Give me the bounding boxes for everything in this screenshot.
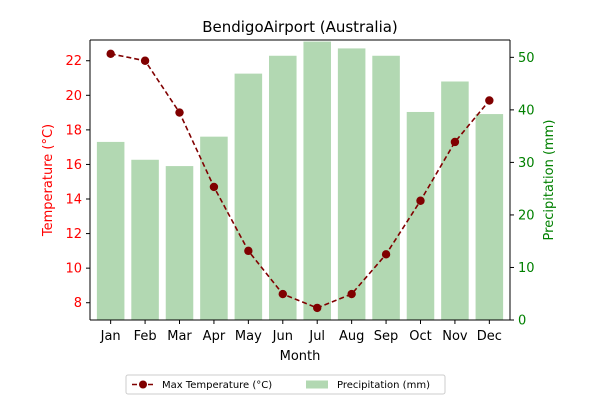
x-tick-label: Jun bbox=[272, 329, 293, 344]
chart-title: BendigoAirport (Australia) bbox=[202, 18, 398, 36]
x-tick-label: Jul bbox=[308, 329, 325, 344]
x-tick-label: Oct bbox=[409, 329, 431, 344]
precipitation-bar bbox=[303, 41, 331, 320]
temperature-point bbox=[485, 96, 494, 105]
x-tick-label: May bbox=[235, 329, 262, 344]
precipitation-bar bbox=[165, 166, 194, 320]
y-left-tick-label: 18 bbox=[65, 123, 82, 138]
y-right-tick-label: 30 bbox=[518, 156, 535, 171]
temperature-point bbox=[140, 56, 150, 65]
y-left-axis-label: Temperature (°C) bbox=[41, 124, 56, 237]
x-tick-label: Sep bbox=[374, 329, 399, 344]
y-left-tick-label: 16 bbox=[65, 158, 82, 173]
precipitation-bar bbox=[96, 141, 125, 320]
y-left-tick-label: 8 bbox=[74, 296, 82, 311]
x-tick-label: Dec bbox=[477, 329, 502, 344]
y-right-axis-label: Precipitation (mm) bbox=[542, 120, 557, 241]
temperature-line bbox=[110, 53, 490, 309]
precipitation-bar bbox=[406, 111, 435, 320]
legend-box bbox=[125, 374, 446, 395]
x-tick-label: Aug bbox=[339, 329, 364, 344]
temperature-point bbox=[244, 246, 253, 256]
precipitation-bar bbox=[269, 55, 297, 320]
precipitation-bar bbox=[234, 73, 263, 321]
y-left-tick-label: 10 bbox=[65, 262, 82, 277]
temperature-point bbox=[313, 303, 322, 313]
y-left-tick-label: 12 bbox=[65, 227, 82, 242]
y-right-tick-label: 20 bbox=[518, 208, 535, 223]
y-right-tick-label: 40 bbox=[518, 103, 535, 118]
legend-line-marker bbox=[139, 380, 147, 389]
x-axis-label: Month bbox=[280, 349, 321, 364]
y-right-tick-label: 0 bbox=[518, 314, 526, 329]
temperature-point bbox=[381, 250, 391, 259]
precipitation-bar bbox=[441, 81, 469, 320]
precipitation-bar bbox=[131, 159, 159, 320]
temperature-point bbox=[416, 196, 425, 205]
y-left-tick-label: 14 bbox=[65, 193, 82, 208]
temperature-point bbox=[106, 49, 115, 59]
precipitation-bar bbox=[372, 55, 400, 320]
legend-bar-swatch bbox=[306, 380, 328, 389]
x-tick-label: Apr bbox=[203, 329, 226, 344]
y-left-tick-label: 22 bbox=[65, 54, 82, 69]
precipitation-bar bbox=[475, 114, 504, 320]
precipitation-bar bbox=[200, 136, 228, 320]
precipitation-bar bbox=[337, 48, 366, 320]
temperature-point bbox=[347, 289, 356, 299]
temperature-point bbox=[209, 182, 219, 192]
legend-label: Precipitation (mm) bbox=[337, 380, 430, 391]
legend-label: Max Temperature (°C) bbox=[162, 380, 272, 391]
x-tick-label: Nov bbox=[442, 329, 468, 344]
temperature-point bbox=[278, 289, 287, 299]
y-right-tick-label: 10 bbox=[518, 261, 535, 276]
x-tick-label: Mar bbox=[167, 329, 192, 344]
x-tick-label: Jan bbox=[100, 329, 121, 344]
temperature-point bbox=[175, 108, 184, 117]
y-right-tick-label: 50 bbox=[518, 51, 535, 66]
y-left-tick-label: 20 bbox=[65, 89, 82, 104]
x-tick-label: Feb bbox=[134, 329, 157, 344]
temperature-point bbox=[450, 137, 460, 147]
